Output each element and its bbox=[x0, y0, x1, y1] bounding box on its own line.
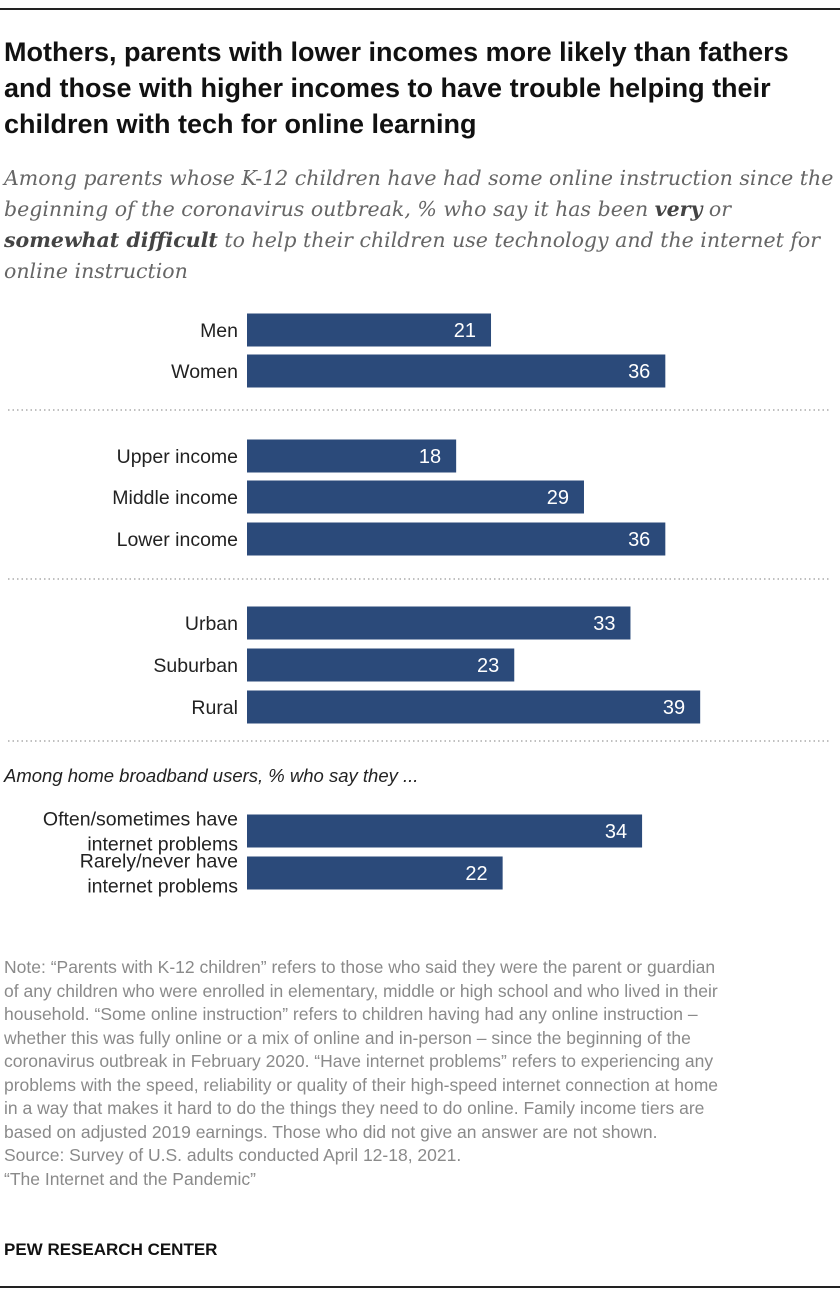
report-title-line: “The Internet and the Pandemic” bbox=[4, 1168, 256, 1189]
bottom-rule bbox=[0, 1286, 840, 1288]
chart-subtitle: Among parents whose K-12 children have h… bbox=[4, 163, 834, 287]
category-label-line: Upper income bbox=[117, 446, 238, 468]
category-label-line: Rural bbox=[191, 697, 238, 719]
note-line: coronavirus outbreak in February 2020. “… bbox=[4, 1051, 714, 1071]
bar bbox=[247, 480, 584, 514]
bar-value-label: 36 bbox=[628, 529, 650, 551]
note-line: whether this was fully online or a mix o… bbox=[4, 1027, 691, 1048]
category-label: Women bbox=[171, 361, 238, 383]
category-label-line: Middle income bbox=[112, 487, 238, 509]
bar bbox=[247, 354, 666, 388]
chart-notes: Note: “Parents with K-12 children” refer… bbox=[4, 956, 838, 1191]
bar bbox=[247, 313, 492, 347]
category-label: Lower income bbox=[117, 529, 238, 551]
category-label-line: Rarely/never have bbox=[80, 851, 238, 873]
category-label: Upper income bbox=[117, 446, 238, 468]
bar-value-label: 23 bbox=[477, 655, 499, 677]
subtitle-text-pre: Among parents whose K-12 children have h… bbox=[4, 166, 834, 221]
category-label: Rarely/never have internet problems bbox=[80, 851, 238, 898]
subtitle-emphasis-very: very bbox=[654, 197, 703, 221]
group-heading: Among home broadband users, % who say th… bbox=[3, 765, 418, 786]
source-line: Source: Survey of U.S. adults conducted … bbox=[4, 1145, 462, 1165]
pew-logo-wordmark: PEW RESEARCH CENTER bbox=[4, 1240, 218, 1259]
category-label-line: internet problems bbox=[87, 834, 238, 856]
bar bbox=[247, 439, 457, 473]
category-label-line: Lower income bbox=[117, 529, 238, 551]
note-line: based on adjusted 2019 earnings. Those w… bbox=[4, 1121, 658, 1142]
bar-value-label: 36 bbox=[628, 361, 650, 383]
bar-value-label: 22 bbox=[465, 863, 487, 885]
bar bbox=[247, 648, 515, 682]
bar bbox=[247, 606, 631, 640]
category-label: Middle income bbox=[112, 487, 238, 509]
bar-value-label: 29 bbox=[547, 487, 569, 509]
bar-value-label: 34 bbox=[605, 821, 627, 843]
category-label: Men bbox=[200, 320, 238, 342]
category-label-line: Women bbox=[171, 361, 238, 383]
note-line: household. “Some online instruction” ref… bbox=[4, 1004, 698, 1024]
note-line: of any children who were enrolled in ele… bbox=[4, 980, 718, 1001]
note-line: problems with the speed, reliability or … bbox=[4, 1074, 719, 1095]
category-label-line: Men bbox=[200, 320, 238, 342]
bar bbox=[247, 856, 503, 890]
category-label: Rural bbox=[191, 697, 238, 719]
chart-title: Mothers, parents with lower incomes more… bbox=[4, 37, 789, 139]
bar bbox=[247, 522, 666, 556]
bar-value-label: 21 bbox=[454, 320, 476, 342]
bar-chart: 21 Men 36 Women 18 Upper income 29 Middle incom… bbox=[3, 313, 830, 898]
category-label: Suburban bbox=[153, 655, 238, 677]
note-line: in a way that makes it hard to do the th… bbox=[4, 1098, 705, 1118]
category-label-line: Urban bbox=[185, 613, 238, 635]
top-rule bbox=[0, 8, 840, 10]
bar bbox=[247, 690, 701, 724]
bar-value-label: 18 bbox=[419, 446, 441, 468]
category-label-line: internet problems bbox=[87, 876, 238, 898]
bar bbox=[247, 814, 643, 848]
category-label-line: Suburban bbox=[153, 655, 238, 677]
bar-value-label: 39 bbox=[663, 697, 685, 719]
subtitle-text-or: or bbox=[702, 197, 732, 221]
subtitle-text-post: to help their children use technology an… bbox=[4, 228, 821, 283]
note-line: Note: “Parents with K-12 children” refer… bbox=[4, 957, 716, 977]
category-label: Urban bbox=[185, 613, 238, 635]
category-label: Often/sometimes have internet problems bbox=[43, 809, 238, 856]
subtitle-emphasis-somewhat: somewhat difficult bbox=[4, 228, 218, 252]
bar-value-label: 33 bbox=[593, 613, 615, 635]
category-label-line: Often/sometimes have bbox=[43, 809, 238, 831]
